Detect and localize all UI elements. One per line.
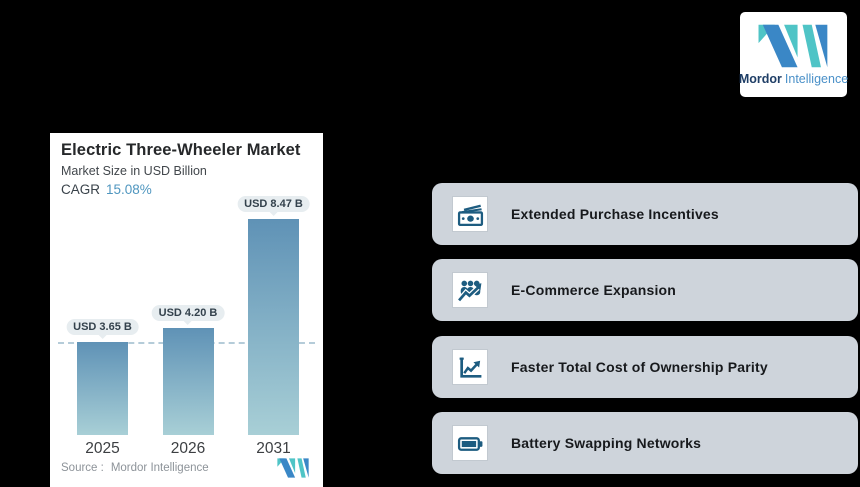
value-label-2025: USD 3.65 B xyxy=(66,319,139,335)
driver-card-purchase-incentives: Extended Purchase Incentives xyxy=(432,183,858,245)
axis-label-2031: 2031 xyxy=(256,440,291,457)
icon-box xyxy=(452,425,488,461)
line-chart-icon xyxy=(459,357,481,378)
cagr-row: CAGR 15.08% xyxy=(61,182,152,197)
bar-2031 xyxy=(248,219,299,435)
driver-card-ecommerce: E-Commerce Expansion xyxy=(432,259,858,321)
icon-box xyxy=(452,196,488,232)
chart-subtitle: Market Size in USD Billion xyxy=(61,164,207,178)
source-row: Source : Mordor Intelligence xyxy=(61,458,310,478)
bar-2026 xyxy=(162,328,214,435)
battery-icon xyxy=(457,436,482,451)
bar-plot: USD 3.65 B 2025 USD 4.20 B 2026 USD 8.47 B 20… xyxy=(50,133,323,487)
axis-label-2025: 2025 xyxy=(85,440,120,457)
mordor-m-icon-small xyxy=(277,458,309,478)
brand-name-secondary: Intelligence xyxy=(784,71,849,86)
brand-name-primary: Mordor xyxy=(738,71,782,86)
value-label-2026: USD 4.20 B xyxy=(151,305,225,321)
cagr-value: 15.08% xyxy=(106,182,152,197)
ecommerce-growth-icon xyxy=(456,280,481,302)
driver-card-tco-parity: Faster Total Cost of Ownership Parity xyxy=(432,336,858,398)
chart-title: Electric Three-Wheeler Market xyxy=(61,141,301,159)
driver-label: E-Commerce Expansion xyxy=(511,282,677,298)
axis-label-2026: 2026 xyxy=(170,440,206,457)
driver-label: Faster Total Cost of Ownership Parity xyxy=(511,359,768,375)
source-label: Source : xyxy=(61,462,104,474)
cash-icon xyxy=(457,204,483,226)
driver-label: Extended Purchase Incentives xyxy=(511,206,719,222)
cagr-label: CAGR xyxy=(61,182,101,197)
source-value: Mordor Intelligence xyxy=(110,462,209,474)
brand-wordmark: Mordor Intelligence xyxy=(739,73,848,86)
source-text: Source : Mordor Intelligence xyxy=(61,462,209,474)
market-chart-card: Electric Three-Wheeler Market Market Siz… xyxy=(50,133,323,487)
mordor-m-icon xyxy=(758,24,827,68)
value-label-2031: USD 8.47 B xyxy=(237,196,310,212)
icon-box xyxy=(452,272,488,308)
driver-card-battery-swapping: Battery Swapping Networks xyxy=(432,412,858,474)
bar-2025 xyxy=(77,342,128,435)
driver-label: Battery Swapping Networks xyxy=(511,435,702,451)
brand-logo: Mordor Intelligence xyxy=(739,12,848,97)
icon-box xyxy=(452,349,488,385)
